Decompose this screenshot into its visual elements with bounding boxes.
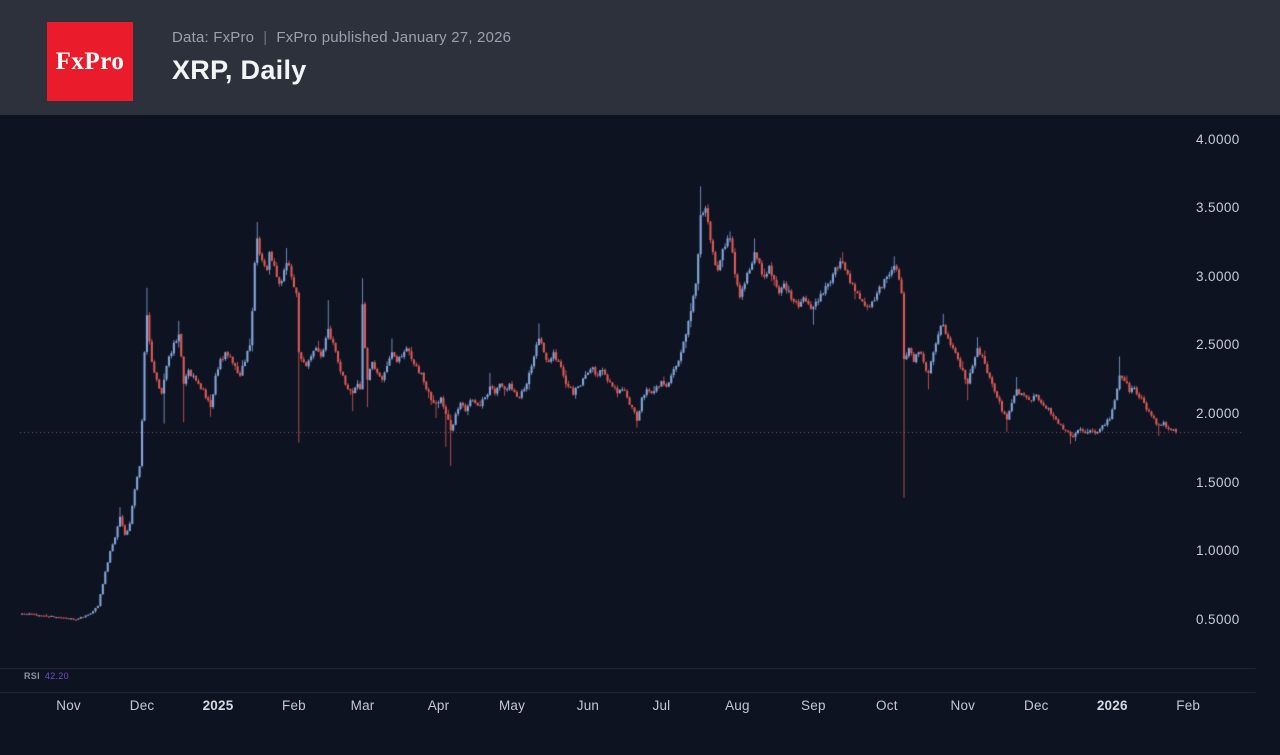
chart-source-line: Data: FxPro | FxPro published January 27, …	[172, 29, 511, 46]
page-title: XRP, Daily	[172, 55, 307, 85]
rsi-value: 42.20	[44, 671, 69, 681]
header-banner: FxPro Data: FxPro | FxPro published Januar…	[0, 0, 1280, 115]
candlestick-chart-canvas[interactable]	[0, 115, 1280, 755]
chart-area: 4.0000 3.5000 3.0000 2.5000 2.0000 1.5000 1.00…	[0, 115, 1280, 755]
rsi-indicator-label: RSI 42.20	[24, 671, 69, 681]
published-date-label: FxPro published January 27, 2026	[276, 29, 512, 46]
separator-bar: |	[263, 29, 268, 46]
data-source-label: Data: FxPro	[172, 29, 255, 46]
rsi-label: RSI	[24, 671, 40, 681]
fxpro-logo-text: FxPro	[55, 47, 125, 75]
header-text-block: Data: FxPro | FxPro published January 27, …	[172, 29, 511, 86]
fxpro-logo: FxPro	[47, 22, 133, 101]
